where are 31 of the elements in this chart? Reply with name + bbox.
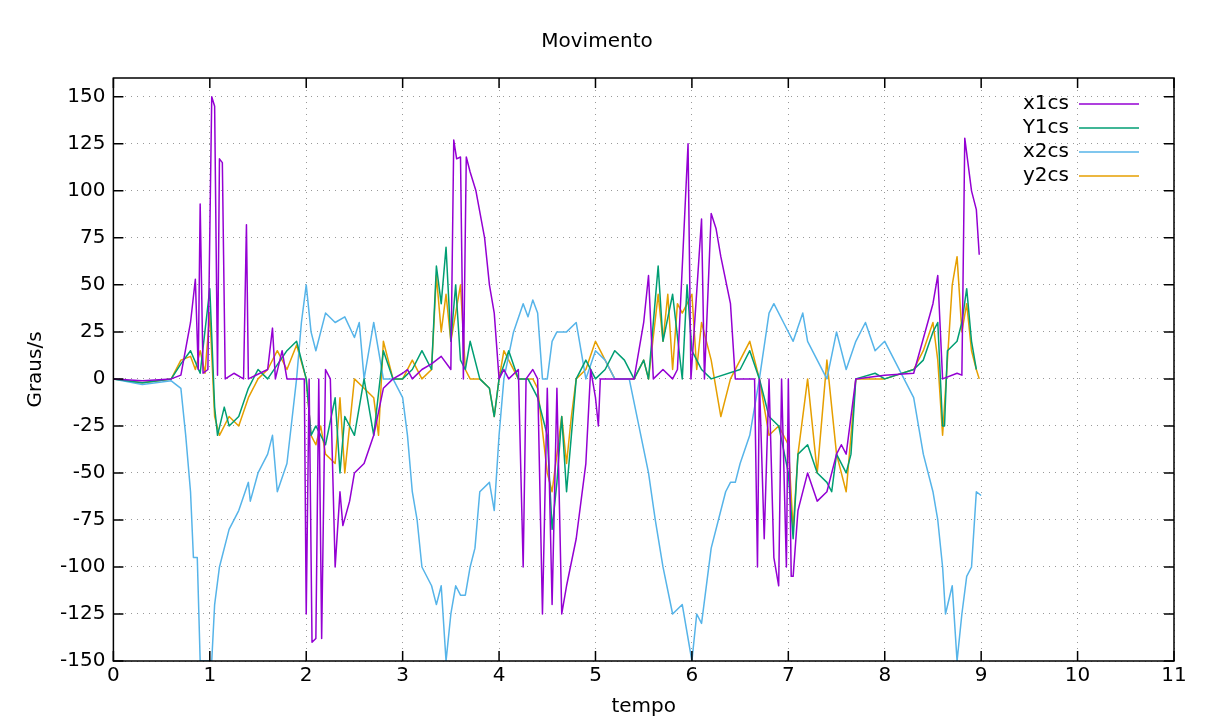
- x-tick-label: 8: [878, 662, 892, 687]
- x-axis-title: tempo: [611, 693, 676, 718]
- x-tick-label: 9: [974, 662, 988, 687]
- x-tick-label: 10: [1064, 662, 1091, 687]
- y-tick-label: -25: [72, 412, 106, 437]
- y-tick-label: -75: [72, 506, 106, 531]
- y-tick-label: 100: [67, 177, 106, 202]
- x-tick-label: 4: [492, 662, 506, 687]
- y-tick-label: 75: [79, 224, 106, 249]
- y-tick-label: 25: [79, 318, 106, 343]
- legend-label: x1cs: [1023, 90, 1069, 115]
- legend-label: Y1cs: [1021, 114, 1069, 139]
- y-tick-label: -100: [60, 553, 106, 578]
- y-axis-title: Graus/s: [22, 331, 47, 408]
- y-tick-label: -150: [60, 647, 106, 672]
- x-tick-label: 11: [1161, 662, 1187, 687]
- y-tick-label: -125: [60, 600, 106, 625]
- legend-label: y2cs: [1023, 162, 1069, 187]
- y-tick-label: 150: [67, 83, 106, 108]
- y-tick-label: -50: [72, 459, 106, 484]
- x-tick-label: 6: [685, 662, 699, 687]
- chart-title: Movimento: [541, 28, 653, 53]
- x-tick-label: 7: [781, 662, 795, 687]
- y-tick-label: 125: [67, 130, 106, 155]
- x-tick-label: 3: [396, 662, 410, 687]
- y-tick-label: 50: [79, 271, 106, 296]
- x-tick-label: 1: [203, 662, 217, 687]
- y-tick-label: 0: [92, 365, 106, 390]
- x-tick-label: 2: [299, 662, 313, 687]
- legend-label: x2cs: [1023, 138, 1069, 163]
- x-tick-label: 5: [589, 662, 602, 687]
